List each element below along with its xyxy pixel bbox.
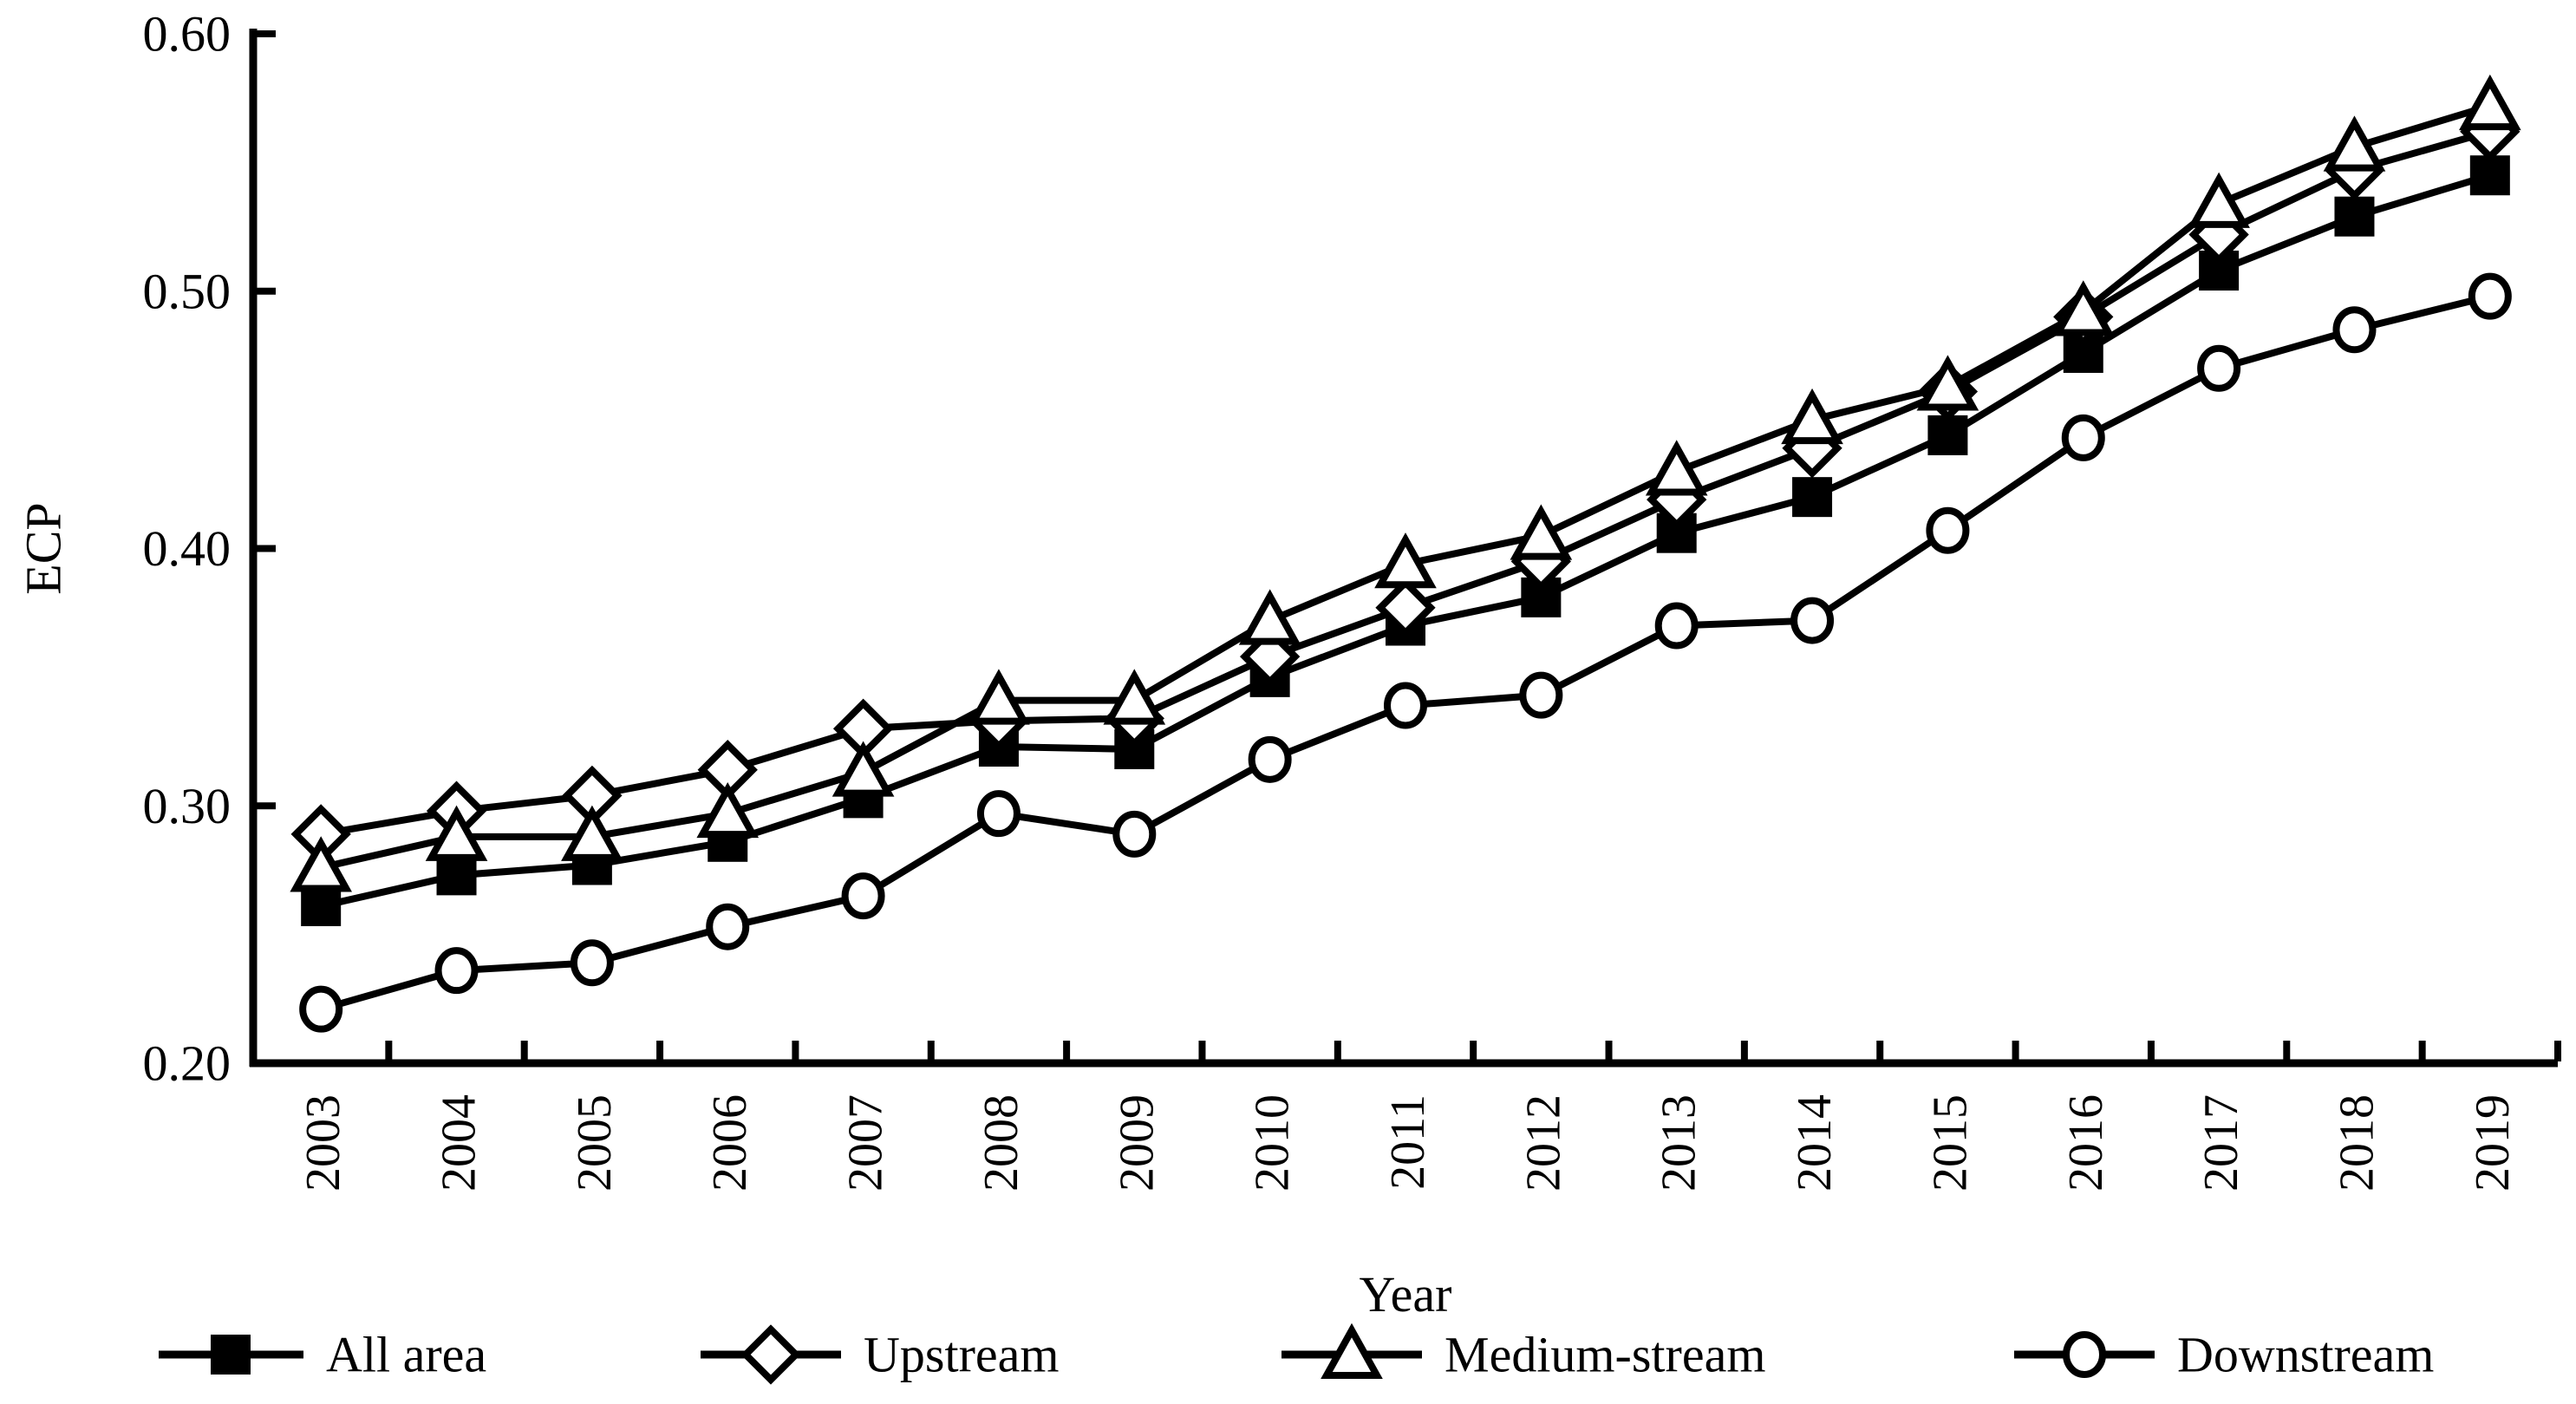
series-medium-stream-marker	[2459, 74, 2521, 131]
series-downstream-marker	[841, 872, 885, 920]
series-downstream-marker	[1384, 682, 1427, 729]
series-downstream-marker	[1790, 597, 1835, 644]
series-downstream-marker	[1654, 602, 1699, 650]
series-medium-stream-marker	[2323, 115, 2386, 172]
series-downstream-marker	[1112, 810, 1157, 858]
series-medium-stream	[290, 74, 2521, 892]
x-tick-label-2010: 2010	[1246, 1094, 1300, 1192]
series-medium-stream-marker	[1103, 669, 1166, 725]
series-all-area-marker	[1792, 477, 1833, 518]
series-medium-stream-marker	[1645, 440, 1708, 496]
series-all-area-marker	[301, 885, 342, 926]
legend-label-downstream: Downstream	[2177, 1327, 2434, 1383]
series-downstream-marker	[1519, 671, 1563, 719]
y-tick-label: 0.40	[143, 520, 232, 577]
series-medium-stream-marker	[1238, 589, 1301, 645]
series-downstream-marker	[2468, 272, 2512, 320]
series-medium-stream-marker	[425, 805, 488, 861]
series-all-area-marker	[2334, 196, 2375, 237]
series-upstream-marker	[1375, 578, 1436, 638]
series-all-area-marker	[2469, 155, 2510, 196]
series-medium-stream-marker	[968, 669, 1030, 725]
x-tick-label-2016: 2016	[2059, 1094, 2113, 1192]
series-downstream-line	[320, 292, 2491, 1013]
x-tick-label-2013: 2013	[1653, 1094, 1706, 1192]
series-medium-stream-line	[320, 102, 2491, 872]
x-tick-label-2015: 2015	[1923, 1094, 1977, 1192]
x-tick-label-2017: 2017	[2194, 1094, 2248, 1192]
x-tick-label-2009: 2009	[1110, 1094, 1164, 1192]
y-tick-label: 0.20	[143, 1035, 232, 1092]
legend-marker-downstream	[2063, 1331, 2106, 1378]
series-downstream-marker	[976, 790, 1021, 838]
x-tick-label-2004: 2004	[433, 1094, 486, 1192]
x-tick-label-2019: 2019	[2466, 1094, 2520, 1192]
legend-item-downstream: Downstream	[2014, 1327, 2434, 1383]
legend-item-medium-stream: Medium-stream	[1281, 1322, 1765, 1383]
series-medium-stream-marker	[696, 781, 760, 839]
series-medium-stream-marker	[1781, 388, 1843, 445]
legend-label-all-area: All area	[326, 1327, 486, 1383]
series-downstream-marker	[570, 939, 614, 987]
x-tick-label-2012: 2012	[1516, 1094, 1570, 1192]
series-medium-stream-marker	[1374, 532, 1437, 589]
y-tick-label: 0.50	[143, 263, 232, 319]
legend-label-upstream: Upstream	[864, 1327, 1060, 1383]
series-medium-stream-marker	[831, 741, 895, 797]
x-tick-label-2007: 2007	[839, 1094, 893, 1192]
series-downstream-marker	[1926, 506, 1970, 554]
y-tick-label: 0.30	[143, 778, 232, 834]
series-upstream	[290, 101, 2521, 865]
series-downstream-marker	[299, 985, 343, 1033]
x-tick-label-2011: 2011	[1381, 1094, 1435, 1190]
x-tick-label-2005: 2005	[568, 1094, 622, 1192]
x-tick-label-2006: 2006	[703, 1094, 757, 1192]
series-downstream-marker	[2061, 414, 2105, 461]
series-downstream-marker	[1248, 735, 1292, 783]
legend-marker-all-area	[211, 1335, 251, 1375]
series-medium-stream-marker	[2188, 172, 2250, 228]
series-medium-stream-marker	[561, 805, 623, 861]
series-all-area-marker	[436, 855, 477, 896]
series-downstream-marker	[2332, 306, 2377, 354]
series-all-area-marker	[1927, 415, 1968, 455]
legend-marker-upstream	[740, 1324, 801, 1385]
x-tick-label-2018: 2018	[2330, 1094, 2384, 1192]
legend-item-all-area: All area	[159, 1327, 486, 1383]
x-tick-label-2008: 2008	[975, 1094, 1028, 1192]
series-downstream-marker	[434, 947, 479, 995]
series-medium-stream-marker	[1510, 504, 1573, 560]
x-tick-label-2014: 2014	[1788, 1094, 1842, 1192]
legend-label-medium-stream: Medium-stream	[1445, 1327, 1765, 1383]
x-tick-label-2003: 2003	[297, 1094, 350, 1192]
series-downstream-marker	[2197, 344, 2241, 392]
legend-item-upstream: Upstream	[701, 1324, 1060, 1385]
y-axis-title: ECP	[16, 502, 72, 594]
series-downstream	[299, 272, 2512, 1033]
series-medium-stream-marker	[1916, 355, 1979, 411]
legend-marker-medium-stream	[1321, 1322, 1383, 1379]
x-axis-title: Year	[1360, 1266, 1452, 1322]
y-tick-label: 0.60	[143, 6, 232, 62]
series-medium-stream-marker	[2051, 280, 2115, 336]
series-downstream-marker	[706, 903, 750, 950]
series-medium-stream-marker	[290, 836, 352, 892]
